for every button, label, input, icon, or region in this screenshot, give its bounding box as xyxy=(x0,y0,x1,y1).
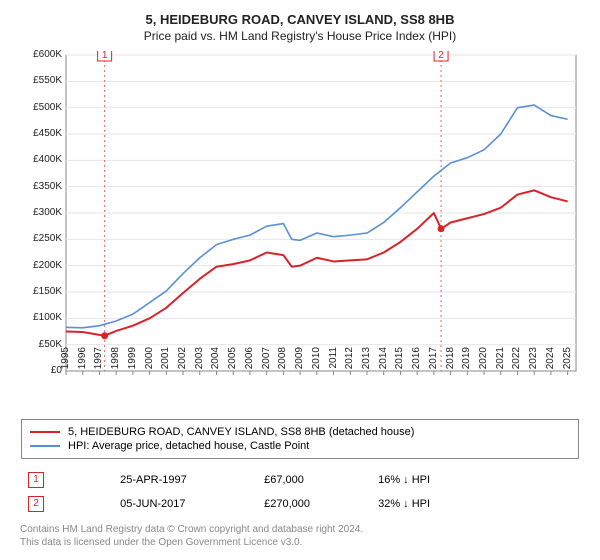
legend-item: 5, HEIDEBURG ROAD, CANVEY ISLAND, SS8 8H… xyxy=(30,426,570,438)
x-tick-label: 2010 xyxy=(311,347,322,377)
copyright: Contains HM Land Registry data © Crown c… xyxy=(20,523,580,549)
y-tick-label: £250K xyxy=(18,233,62,244)
transaction-date: 25-APR-1997 xyxy=(114,469,256,491)
x-tick-label: 2018 xyxy=(445,347,456,377)
y-tick-label: £500K xyxy=(18,102,62,113)
legend-item: HPI: Average price, detached house, Cast… xyxy=(30,440,570,452)
x-tick-label: 2013 xyxy=(361,347,372,377)
transaction-date: 05-JUN-2017 xyxy=(114,493,256,515)
y-tick-label: £150K xyxy=(18,286,62,297)
x-tick-label: 2005 xyxy=(227,347,238,377)
x-tick-label: 2014 xyxy=(378,347,389,377)
y-tick-label: £200K xyxy=(18,260,62,271)
x-tick-label: 2022 xyxy=(511,347,522,377)
page-subtitle: Price paid vs. HM Land Registry's House … xyxy=(10,29,590,43)
legend-swatch xyxy=(30,431,60,433)
x-tick-label: 2009 xyxy=(294,347,305,377)
legend-label: HPI: Average price, detached house, Cast… xyxy=(68,440,309,452)
y-tick-label: £450K xyxy=(18,128,62,139)
x-tick-label: 2012 xyxy=(344,347,355,377)
legend-swatch xyxy=(30,445,60,447)
chart-area: 1 2 £0 £50K £100K £150K £200K £250K £300K £350K £… xyxy=(20,51,580,411)
y-tick-label: £600K xyxy=(18,49,62,60)
y-tick-label: £300K xyxy=(18,207,62,218)
svg-text:2: 2 xyxy=(438,51,444,61)
x-tick-label: 2020 xyxy=(478,347,489,377)
x-tick-label: 2006 xyxy=(244,347,255,377)
transaction-marker: 1 xyxy=(28,472,44,488)
x-tick-label: 2007 xyxy=(261,347,272,377)
transaction-marker: 2 xyxy=(28,496,44,512)
x-tick-label: 2019 xyxy=(461,347,472,377)
transaction-delta: 32% ↓ HPI xyxy=(372,493,578,515)
legend: 5, HEIDEBURG ROAD, CANVEY ISLAND, SS8 8H… xyxy=(21,419,579,459)
x-tick-label: 2011 xyxy=(328,347,339,377)
x-tick-label: 1999 xyxy=(127,347,138,377)
legend-label: 5, HEIDEBURG ROAD, CANVEY ISLAND, SS8 8H… xyxy=(68,426,414,438)
transaction-price: £67,000 xyxy=(258,469,370,491)
y-tick-label: £50K xyxy=(18,339,62,350)
x-tick-label: 2023 xyxy=(528,347,539,377)
transactions-table: 1 25-APR-1997£67,00016% ↓ HPI 2 05-JUN-2017… xyxy=(20,467,580,517)
transaction-row: 1 25-APR-1997£67,00016% ↓ HPI xyxy=(22,469,578,491)
x-tick-label: 2003 xyxy=(194,347,205,377)
x-tick-label: 1998 xyxy=(110,347,121,377)
x-tick-label: 2001 xyxy=(160,347,171,377)
x-tick-label: 1997 xyxy=(93,347,104,377)
x-tick-label: 2004 xyxy=(210,347,221,377)
x-tick-label: 2016 xyxy=(411,347,422,377)
x-tick-label: 2015 xyxy=(394,347,405,377)
transaction-price: £270,000 xyxy=(258,493,370,515)
svg-text:1: 1 xyxy=(102,51,108,61)
y-tick-label: £0 xyxy=(18,365,62,376)
page-title: 5, HEIDEBURG ROAD, CANVEY ISLAND, SS8 8H… xyxy=(10,12,590,27)
x-tick-label: 2008 xyxy=(277,347,288,377)
transaction-row: 2 05-JUN-2017£270,00032% ↓ HPI xyxy=(22,493,578,515)
y-tick-label: £550K xyxy=(18,75,62,86)
y-tick-label: £350K xyxy=(18,181,62,192)
x-tick-label: 2002 xyxy=(177,347,188,377)
x-tick-label: 2024 xyxy=(545,347,556,377)
y-tick-label: £400K xyxy=(18,154,62,165)
y-tick-label: £100K xyxy=(18,312,62,323)
transaction-delta: 16% ↓ HPI xyxy=(372,469,578,491)
x-tick-label: 1996 xyxy=(77,347,88,377)
x-tick-label: 2021 xyxy=(495,347,506,377)
x-tick-label: 2000 xyxy=(144,347,155,377)
x-tick-label: 2025 xyxy=(562,347,573,377)
x-tick-label: 2017 xyxy=(428,347,439,377)
x-tick-label: 1995 xyxy=(60,347,71,377)
